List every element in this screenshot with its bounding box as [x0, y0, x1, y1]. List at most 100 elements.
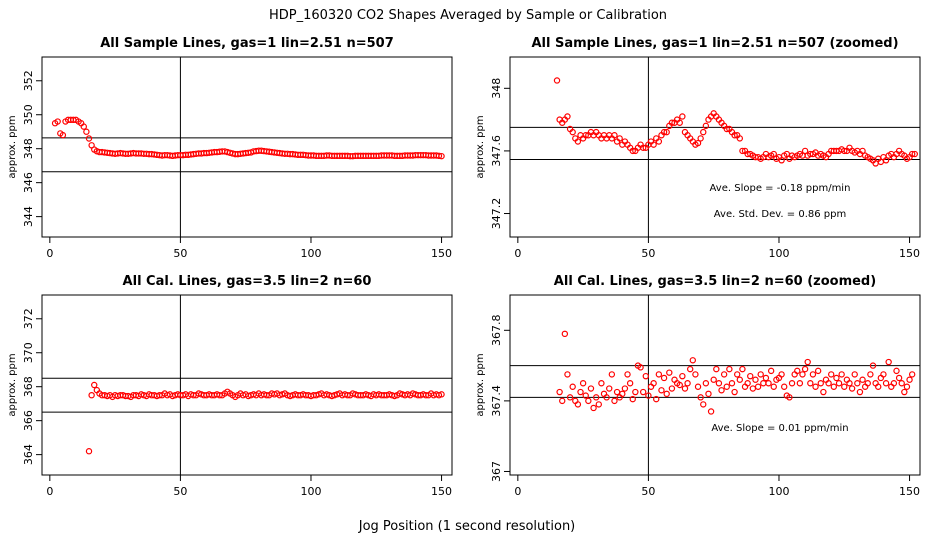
data-point	[854, 380, 861, 387]
data-point	[864, 380, 871, 387]
data-point	[841, 383, 848, 390]
data-point	[807, 380, 814, 387]
data-point	[841, 147, 848, 155]
data-point	[718, 387, 725, 394]
data-point	[736, 135, 744, 142]
data-point	[700, 401, 707, 408]
data-point	[859, 147, 866, 155]
data-point	[686, 365, 694, 373]
data-point	[642, 372, 650, 380]
data-point	[728, 380, 736, 387]
data-point	[603, 394, 610, 401]
y-tick-label: 348	[490, 78, 503, 99]
y-tick-label: 348	[22, 138, 35, 159]
y-tick-label: 347.6	[490, 135, 503, 167]
y-tick-label: 350	[22, 104, 35, 125]
x-tick-label: 50	[641, 485, 655, 498]
data-point	[606, 385, 613, 392]
annotation: Ave. Std. Dev. = 0.86 ppm	[714, 209, 846, 220]
data-point	[715, 380, 723, 387]
data-point	[438, 391, 445, 398]
data-point	[637, 364, 644, 371]
data-point	[629, 395, 636, 403]
data-point	[91, 381, 98, 389]
data-point	[911, 150, 918, 158]
panel-p1: All Sample Lines, gas=1 lin=2.51 n=507 0 5…	[7, 36, 453, 260]
data-point	[731, 132, 738, 139]
data-point	[867, 371, 874, 378]
data-point	[660, 374, 668, 382]
data-point	[801, 365, 809, 373]
data-point	[655, 371, 663, 378]
data-point	[676, 381, 683, 389]
data-point	[681, 385, 689, 392]
data-point	[875, 383, 882, 390]
data-point	[608, 371, 616, 378]
data-point	[710, 376, 717, 383]
panel-p2: All Sample Lines, gas=1 lin=2.51 n=507 (…	[475, 36, 921, 260]
data-point	[901, 388, 908, 396]
data-point	[566, 394, 574, 401]
y-axis-label: approx. ppm	[475, 353, 486, 416]
data-point	[859, 376, 866, 383]
data-point	[569, 383, 576, 390]
x-tick-label: 50	[641, 247, 655, 260]
data-point	[679, 113, 686, 120]
data-point	[799, 371, 806, 378]
data-point	[770, 150, 777, 158]
data-point	[621, 385, 629, 392]
data-point	[830, 383, 838, 390]
data-point	[611, 397, 618, 405]
data-point	[817, 380, 824, 387]
data-point	[846, 380, 853, 387]
x-tick-label: 150	[899, 247, 920, 260]
data-point	[590, 404, 597, 412]
data-point	[895, 374, 903, 382]
data-point	[760, 380, 767, 387]
y-tick-label: 367.4	[490, 385, 503, 417]
data-point	[650, 380, 657, 387]
plot-frame	[509, 294, 921, 476]
y-tick-label: 370	[22, 342, 35, 363]
data-point	[663, 390, 670, 398]
figure-title: HDP_160320 CO2 Shapes Averaged by Sample…	[269, 8, 667, 23]
data-point	[569, 128, 576, 136]
series-sample	[553, 77, 918, 167]
panel-title: All Cal. Lines, gas=3.5 lin=2 n=60 (zoom…	[554, 274, 876, 289]
data-point	[880, 371, 887, 378]
data-point	[611, 132, 618, 139]
data-point	[757, 371, 764, 378]
data-point	[739, 147, 746, 155]
data-point	[781, 383, 788, 390]
data-point	[613, 388, 621, 396]
plot-frame	[41, 56, 453, 238]
data-point	[794, 367, 801, 375]
data-point	[692, 371, 699, 378]
data-point	[54, 118, 61, 125]
data-point	[804, 358, 811, 366]
data-point	[585, 397, 592, 405]
data-point	[723, 125, 730, 133]
data-point	[835, 380, 843, 387]
data-point	[856, 388, 864, 396]
data-point	[786, 394, 793, 401]
data-point	[59, 131, 67, 139]
data-point	[559, 397, 566, 405]
y-tick-label: 347.2	[490, 198, 503, 230]
figure-xlabel: Jog Position (1 second resolution)	[358, 519, 576, 534]
data-point	[882, 380, 890, 387]
plot-frame	[41, 294, 453, 476]
data-point	[707, 408, 715, 415]
data-point	[820, 388, 827, 396]
x-tick-label: 0	[514, 485, 521, 498]
y-tick-label: 352	[22, 70, 35, 91]
x-tick-label: 150	[431, 485, 452, 498]
data-point	[587, 385, 595, 392]
data-point	[749, 385, 757, 392]
data-point	[639, 388, 647, 396]
data-point	[582, 392, 589, 399]
data-point	[592, 394, 600, 401]
data-point	[723, 383, 730, 390]
data-point	[85, 448, 93, 455]
